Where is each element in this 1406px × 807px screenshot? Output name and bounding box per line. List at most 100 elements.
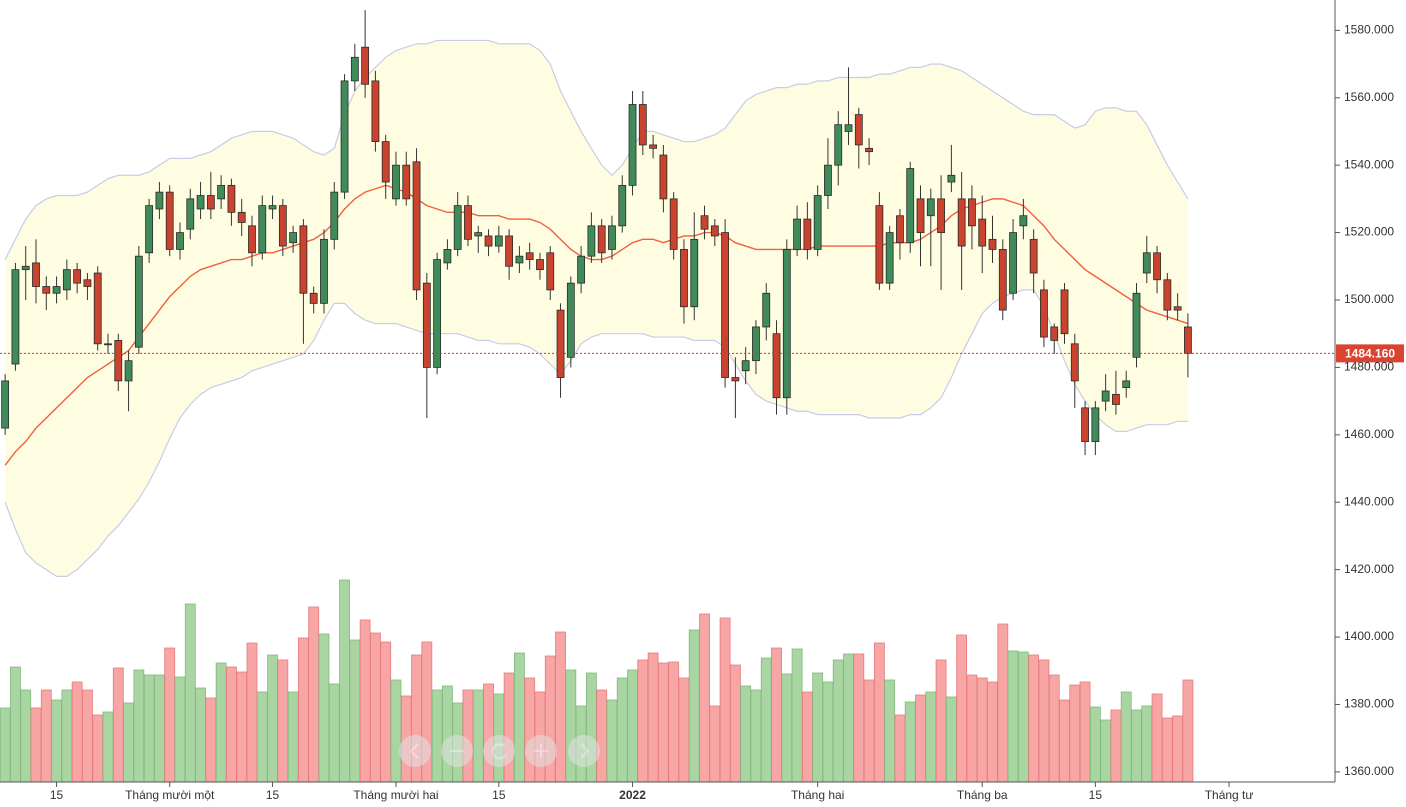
- zoom-in-button[interactable]: [525, 735, 557, 767]
- volume-bar: [637, 659, 649, 783]
- candle-body: [412, 161, 421, 291]
- candle-body: [721, 232, 729, 378]
- candle-body: [762, 292, 771, 328]
- candle-body: [649, 144, 658, 149]
- candle-body: [114, 340, 123, 382]
- candle-body: [782, 249, 791, 399]
- candle-body: [968, 198, 976, 227]
- volume-bar: [915, 694, 926, 783]
- candle-body: [289, 232, 298, 244]
- candle-body: [32, 262, 40, 287]
- candle-body: [659, 154, 668, 200]
- volume-bar: [112, 667, 124, 783]
- candle-body: [741, 360, 750, 372]
- volume-bar: [164, 647, 176, 783]
- volume-bar: [390, 679, 402, 783]
- candle-body: [422, 282, 431, 368]
- candle-body: [206, 195, 215, 210]
- candle-body: [1122, 380, 1131, 389]
- candle-body: [844, 124, 853, 132]
- candle-body: [268, 205, 277, 210]
- volume-bar: [30, 707, 42, 783]
- volume-layer: [0, 579, 1194, 783]
- candle-body: [392, 164, 400, 200]
- candle-body: [186, 198, 195, 230]
- volume-bar: [1141, 705, 1153, 783]
- candle-body: [402, 164, 411, 200]
- volume-bar: [40, 689, 52, 783]
- candle-body: [710, 225, 719, 237]
- volume-bar: [945, 696, 957, 783]
- candle-body: [1081, 407, 1089, 442]
- candle-body: [453, 205, 462, 250]
- candle-body: [381, 141, 390, 183]
- volume-bar: [277, 659, 289, 783]
- volume-bar: [370, 632, 381, 783]
- volume-bar: [154, 674, 165, 783]
- candle-body: [165, 191, 174, 250]
- x-tick-label: 15: [492, 788, 506, 802]
- candle-body: [258, 205, 267, 254]
- x-tick-label: Tháng mười hai: [353, 788, 438, 802]
- candle-body: [700, 215, 709, 230]
- candle-body: [916, 198, 925, 233]
- volume-bar: [1151, 693, 1163, 783]
- candle-body: [494, 235, 503, 247]
- candle-body: [906, 168, 915, 244]
- y-tick-label: 1420.000: [1344, 562, 1394, 576]
- volume-bar: [1079, 681, 1091, 783]
- zoom-out-button[interactable]: [441, 735, 473, 767]
- volume-bar: [82, 689, 93, 783]
- volume-bar: [328, 683, 340, 783]
- scroll-left-button[interactable]: [399, 735, 431, 767]
- volume-bar: [925, 691, 937, 783]
- scroll-right-button[interactable]: [568, 735, 600, 767]
- candle-body: [608, 225, 616, 250]
- candle-body: [1, 380, 10, 429]
- volume-bar: [688, 629, 700, 783]
- candle-body: [1009, 232, 1017, 294]
- volume-bar: [956, 634, 968, 783]
- candle-body: [587, 225, 596, 257]
- candle-body: [134, 255, 143, 348]
- volume-bar: [771, 647, 782, 783]
- volume-bar: [483, 683, 494, 783]
- volume-bar: [92, 714, 104, 783]
- candle-body: [957, 198, 966, 247]
- volume-bar: [267, 654, 278, 783]
- volume-bar: [380, 641, 392, 783]
- volume-bar: [935, 659, 947, 783]
- x-tick-label: 2022: [619, 788, 646, 802]
- volume-bar: [904, 701, 916, 783]
- volume-bar: [1100, 719, 1112, 783]
- candle-body: [340, 80, 349, 193]
- volume-bar: [678, 677, 690, 783]
- volume-bar: [246, 642, 258, 783]
- candle-body: [361, 46, 370, 85]
- y-tick-label: 1480.000: [1344, 360, 1394, 374]
- candle-body: [597, 225, 606, 254]
- y-tick-label: 1360.000: [1344, 764, 1394, 778]
- volume-bar: [503, 672, 515, 783]
- candle-body: [834, 124, 843, 166]
- volume-bar: [184, 603, 196, 783]
- volume-bar: [1048, 674, 1060, 783]
- candle-body: [752, 326, 760, 362]
- candle-body: [926, 198, 935, 217]
- volume-bar: [513, 652, 525, 783]
- volume-bar: [801, 691, 813, 783]
- candle-body: [371, 80, 380, 142]
- volume-bar: [61, 689, 73, 783]
- volume-bar: [1120, 691, 1132, 783]
- volume-bar: [256, 691, 268, 783]
- volume-bar: [431, 689, 443, 783]
- y-tick-label: 1460.000: [1344, 427, 1394, 441]
- volume-bar: [966, 674, 978, 783]
- candle-body: [278, 205, 287, 247]
- volume-bar: [1069, 684, 1081, 783]
- volume-bar: [1131, 709, 1142, 783]
- volume-bar: [349, 639, 361, 783]
- candle-body: [998, 249, 1007, 311]
- reset-button[interactable]: [483, 735, 515, 767]
- candle-body: [104, 343, 112, 346]
